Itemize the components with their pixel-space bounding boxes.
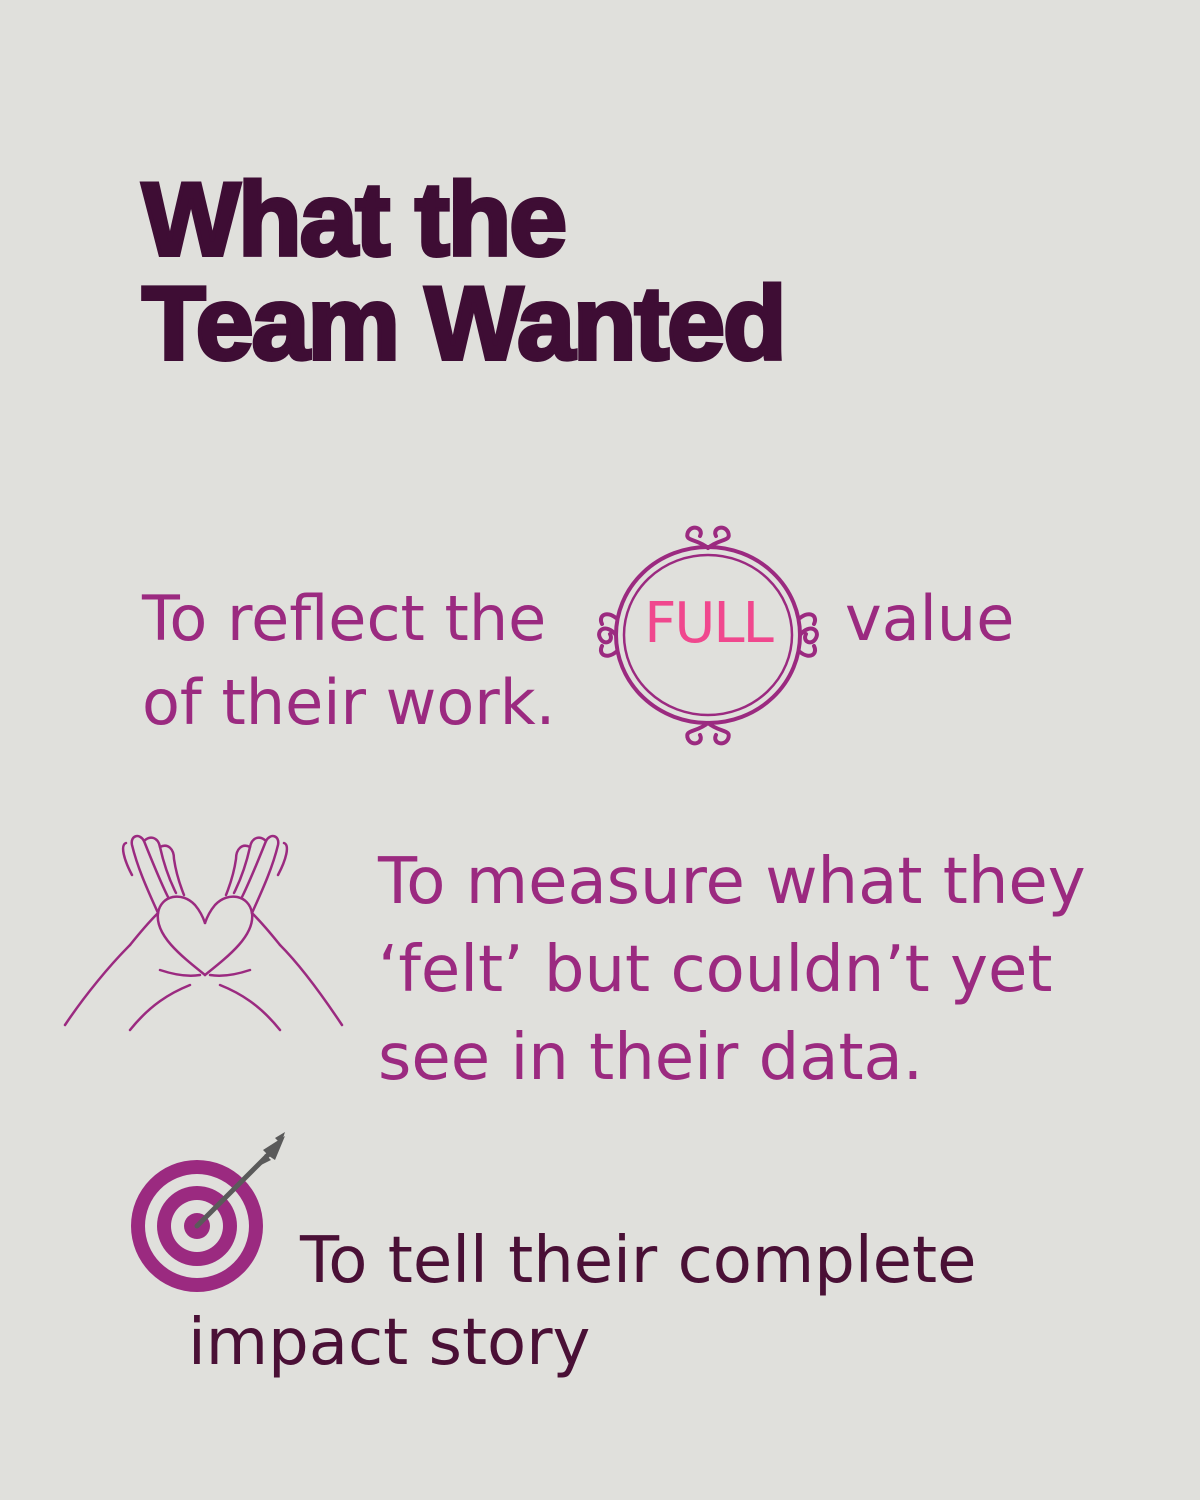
target-arrow-icon [131, 1132, 285, 1292]
item-1-line-1-end: value [845, 582, 1015, 655]
heart-hands-icon [63, 834, 344, 1032]
item-2-text: To measure what they ‘felt’ but couldn’t… [378, 838, 1086, 1102]
item-1-line-2: of their work. [142, 666, 556, 739]
item-3-line-1: To tell their complete [300, 1224, 977, 1298]
title-line-2: Team Wanted [140, 266, 789, 382]
highlight-full: FULL [644, 591, 774, 656]
item-3-line-2: impact story [188, 1306, 591, 1380]
title-line-1: What the [140, 162, 569, 278]
item-2-line-2: ‘felt’ but couldn’t yet [378, 933, 1053, 1007]
item-1-line-1-start: To reflect the [142, 582, 547, 655]
item-2-line-3: see in their data. [378, 1021, 924, 1095]
ornate-frame-icon [597, 525, 819, 746]
page-title: What the Team Wanted [140, 162, 789, 382]
item-2-line-1: To measure what they [378, 845, 1086, 919]
